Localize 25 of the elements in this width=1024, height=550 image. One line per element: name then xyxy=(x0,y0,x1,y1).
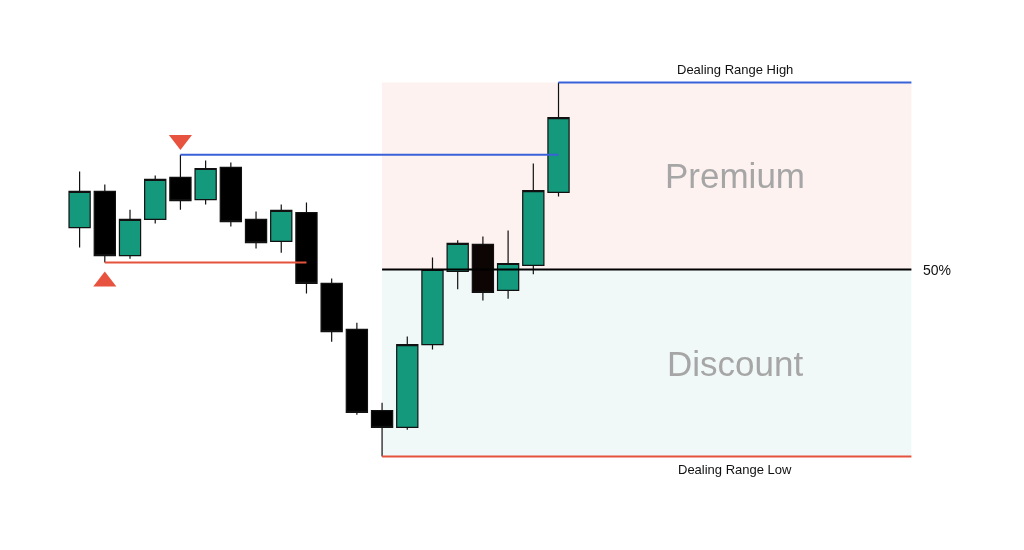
candlestick xyxy=(496,229,520,300)
candlestick xyxy=(471,235,495,302)
candlestick xyxy=(547,81,570,198)
candlestick xyxy=(295,201,318,295)
band-label: Premium xyxy=(665,156,806,195)
candlestick xyxy=(244,210,268,250)
candlestick xyxy=(345,322,369,416)
candlestick xyxy=(370,402,394,458)
band-label: Discount xyxy=(667,344,804,383)
candlestick xyxy=(270,203,293,254)
candlestick xyxy=(320,277,343,343)
series-label: Dealing Range Low xyxy=(678,462,793,477)
candlestick xyxy=(522,163,545,275)
candlestick xyxy=(421,256,444,351)
candlestick xyxy=(93,183,116,263)
candlestick xyxy=(194,160,217,205)
candlestick xyxy=(144,174,167,225)
series-label: 50% xyxy=(923,262,952,278)
candlestick xyxy=(219,161,243,228)
candlestick xyxy=(118,209,142,260)
candlestick xyxy=(396,335,419,431)
candlestick xyxy=(446,239,469,290)
series-label: Dealing Range High xyxy=(677,62,794,77)
candlestick xyxy=(169,154,192,211)
candlestick xyxy=(68,170,91,249)
